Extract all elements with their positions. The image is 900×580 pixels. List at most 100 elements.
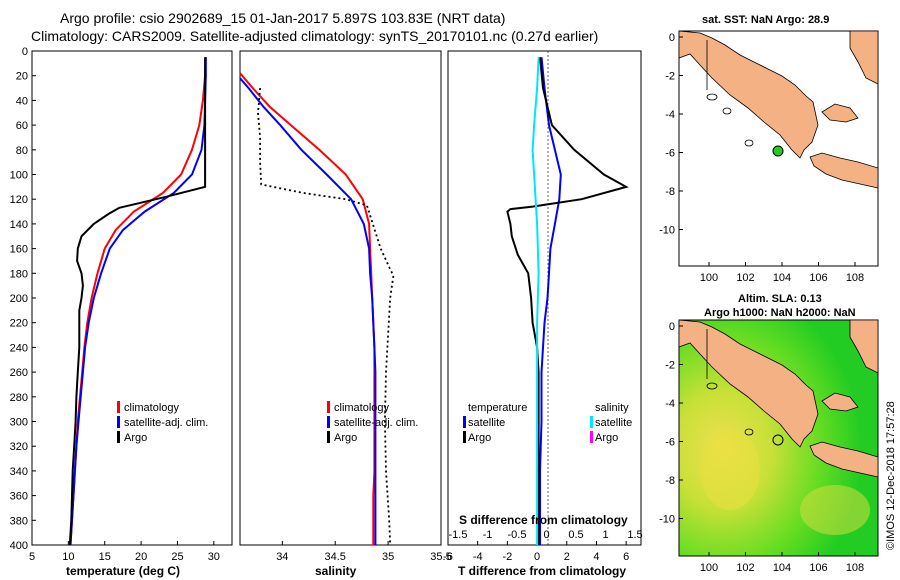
- x-tick-label: 20: [135, 551, 147, 563]
- legend-climatology: climatology: [124, 402, 180, 414]
- borneo-land: [849, 30, 879, 85]
- island: [706, 382, 718, 390]
- map-y-tick-label: -10: [659, 514, 675, 526]
- salinity-axes: [239, 50, 442, 546]
- map-x-tick-label: 108: [846, 562, 864, 574]
- borneo-land: [849, 319, 879, 374]
- map-y-tick-label: -8: [665, 186, 675, 198]
- sst-map-title: sat. SST: NaN Argo: 28.9: [702, 14, 829, 26]
- temperature-axis-ticks: 5 10 15 20 25 30: [29, 541, 220, 563]
- sla-anomaly-patch: [700, 430, 760, 510]
- map-y-tick-label: -2: [665, 360, 675, 372]
- s-difference-ticks: -1.5 -1 -0.5 0 0.5 1 1.5: [449, 529, 643, 541]
- legend-swatch-satellite: [327, 416, 330, 428]
- series-line-satellite-adj-clim-: [239, 77, 377, 545]
- temperature-series: [68, 57, 207, 546]
- legend-swatch-climatology: [117, 401, 120, 413]
- argo-float-marker: [772, 434, 784, 446]
- y-tick-label: 380: [10, 515, 28, 527]
- map-y-tick-label: -8: [665, 475, 675, 487]
- java-land: [809, 152, 879, 189]
- depth-axis-ticks: 0 20 40 60 80 100 120 140 160 180 200 220 240 260 280 3…: [10, 46, 36, 552]
- map-y-tick-label: -6: [665, 148, 675, 160]
- map-y-tick-label: -4: [665, 109, 675, 121]
- sumatra-land: [678, 319, 819, 448]
- sla-map-title-1: Altim. SLA: 0.13: [738, 293, 822, 305]
- map-x-tick-label: 104: [773, 272, 791, 284]
- map-x-tick-label: 102: [736, 272, 754, 284]
- x-tick-label: 34: [276, 551, 288, 563]
- y-tick-label: 340: [10, 466, 28, 478]
- x-tick-label: 4: [593, 551, 599, 563]
- series-line-t-argo: [506, 57, 629, 545]
- x-tick-label: 0: [534, 551, 540, 563]
- legend-swatch-s-argo: [590, 431, 593, 443]
- y-tick-label: 240: [10, 342, 28, 354]
- s-tick-label: -1: [483, 529, 493, 541]
- salinity-panel: 34 34.5 35 35.5 salinity climatology satell…: [239, 50, 452, 578]
- temperature-axes: [31, 50, 233, 546]
- sla-map-xticks: 100 102 104 106 108: [700, 552, 864, 574]
- temperature-xlabel: temperature (deg C): [66, 564, 180, 578]
- y-tick-label: 160: [10, 244, 28, 256]
- island: [706, 93, 718, 101]
- x-tick-label: 15: [99, 551, 111, 563]
- salinity-xlabel: salinity: [315, 564, 357, 578]
- s-tick-label: 1: [602, 529, 608, 541]
- map-y-tick-label: 0: [669, 321, 675, 333]
- s-tick-label: 1.5: [627, 529, 642, 541]
- difference-panel: -6 -4 -2 0 2 4 6 S difference from climatology…: [443, 50, 643, 578]
- sla-map: Altim. SLA: 0.13 Argo h1000: NaN h2000: …: [659, 293, 879, 574]
- x-tick-label: 2: [564, 551, 570, 563]
- y-tick-label: 60: [16, 120, 28, 132]
- sst-map-yticks: 0 -2 -4 -6 -8 -10: [659, 32, 683, 237]
- y-tick-label: 120: [10, 194, 28, 206]
- x-tick-label: 35: [382, 551, 394, 563]
- map-x-tick-label: 100: [700, 562, 718, 574]
- map-x-tick-label: 106: [809, 562, 827, 574]
- sumatra-land: [678, 30, 819, 159]
- difference-axes: [447, 50, 642, 546]
- legend-satellite-adj: satellite-adj. clim.: [334, 417, 418, 429]
- x-tick-label: 10: [62, 551, 74, 563]
- y-tick-label: 220: [10, 318, 28, 330]
- legend-s-argo: Argo: [595, 432, 618, 444]
- series-line-argo: [68, 57, 207, 546]
- y-tick-label: 80: [16, 145, 28, 157]
- legend-swatch-climatology: [327, 401, 330, 413]
- difference-series: [506, 57, 629, 545]
- y-tick-label: 20: [16, 71, 28, 83]
- s-tick-label: 0: [543, 529, 549, 541]
- legend-t-satellite: satellite: [468, 417, 505, 429]
- sst-map: sat. SST: NaN Argo: 28.9 100 102 104 106 108…: [659, 14, 879, 284]
- y-tick-label: 320: [10, 441, 28, 453]
- difference-legend: temperature satellite Argo salinity sate…: [463, 402, 632, 444]
- series-line-climatology: [69, 57, 207, 546]
- y-tick-label: 280: [10, 392, 28, 404]
- legend-temperature-title: temperature: [468, 402, 527, 414]
- island: [744, 139, 754, 147]
- imos-stamp: ©IMOS 12-Dec-2018 17:57:28: [885, 401, 897, 550]
- legend-t-argo: Argo: [468, 432, 491, 444]
- y-tick-label: 40: [16, 95, 28, 107]
- y-tick-label: 140: [10, 219, 28, 231]
- y-tick-label: 360: [10, 491, 28, 503]
- map-x-tick-label: 104: [773, 562, 791, 574]
- legend-swatch-s-satellite: [590, 416, 593, 428]
- s-tick-label: -1.5: [449, 529, 468, 541]
- s-difference-label: S difference from climatology: [459, 513, 628, 527]
- y-tick-label: 260: [10, 367, 28, 379]
- legend-swatch-argo: [327, 431, 330, 443]
- x-tick-label: 30: [208, 551, 220, 563]
- y-tick-label: 0: [22, 46, 28, 58]
- legend-climatology: climatology: [334, 402, 390, 414]
- y-tick-label: 100: [10, 170, 28, 182]
- legend-argo: Argo: [334, 432, 357, 444]
- x-tick-label: 5: [29, 551, 35, 563]
- map-x-tick-label: 108: [846, 272, 864, 284]
- map-y-tick-label: -2: [665, 71, 675, 83]
- y-tick-label: 200: [10, 293, 28, 305]
- x-tick-label: -6: [443, 551, 453, 563]
- s-tick-label: 0.5: [568, 529, 583, 541]
- difference-axis-ticks: -6 -4 -2 0 2 4 6: [443, 541, 629, 563]
